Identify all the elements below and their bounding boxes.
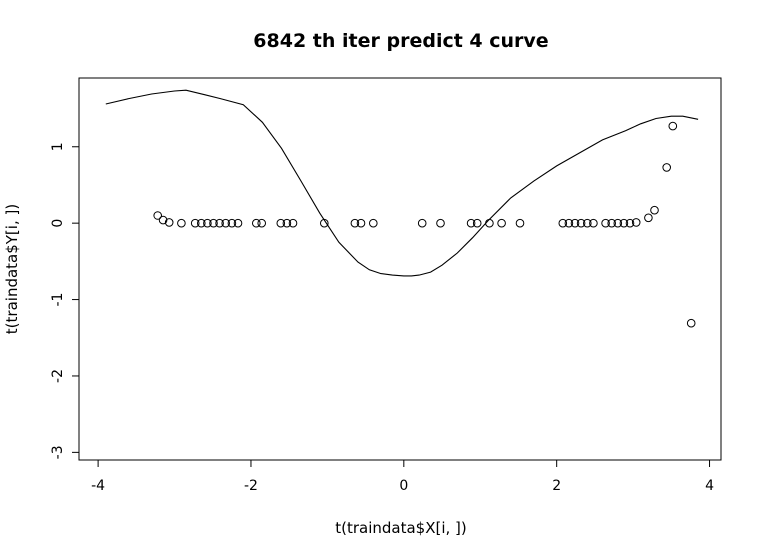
prediction-curve-line: [105, 89, 699, 277]
y-axis-label: t(traindata$Y[i, ]): [3, 204, 21, 334]
data-point: [233, 218, 243, 228]
prediction-curve-series: [105, 89, 699, 277]
data-point: [631, 218, 641, 227]
chart-title: 6842 th iter predict 4 curve: [253, 30, 548, 52]
y-tick-label: -3: [50, 445, 66, 459]
data-point: [570, 218, 580, 228]
x-axis-label: t(traindata$X[i, ]): [335, 519, 467, 537]
data-point: [650, 205, 659, 215]
plot-frame: [78, 77, 722, 461]
data-point: [497, 218, 506, 228]
x-tick-label: -2: [244, 478, 258, 494]
data-point: [558, 218, 568, 228]
data-point: [177, 218, 186, 228]
data-point: [417, 218, 427, 228]
x-axis: -4 -2 0 2 4: [91, 459, 714, 494]
data-point: [564, 218, 574, 228]
data-point: [276, 218, 286, 228]
data-point: [350, 218, 360, 228]
data-point: [607, 218, 617, 228]
data-point: [613, 218, 623, 228]
y-tick-label: -2: [50, 369, 66, 383]
data-point: [369, 218, 378, 228]
data-point: [619, 218, 629, 228]
data-point: [257, 218, 267, 228]
data-point: [164, 218, 174, 227]
data-point: [203, 218, 212, 228]
data-point: [209, 218, 218, 228]
data-point: [472, 218, 482, 228]
y-axis: -3 -2 -1 0 1: [50, 142, 80, 459]
data-point: [190, 218, 200, 228]
data-point: [515, 218, 525, 228]
data-point: [356, 218, 366, 228]
data-point: [215, 218, 224, 228]
x-tick-label: 0: [399, 478, 408, 494]
data-point: [153, 211, 162, 220]
data-point: [251, 218, 261, 228]
y-tick-label: 1: [50, 142, 66, 151]
data-point: [644, 213, 653, 223]
data-point: [485, 218, 494, 228]
data-point: [221, 218, 230, 228]
x-tick-label: 2: [552, 478, 561, 494]
data-point: [576, 218, 586, 228]
data-point: [227, 218, 237, 228]
training-points-series: [153, 121, 696, 328]
y-tick-label: 0: [50, 219, 66, 228]
data-point: [158, 215, 168, 225]
data-point: [197, 218, 206, 228]
data-point: [662, 163, 672, 172]
data-point: [320, 218, 329, 228]
data-point: [668, 121, 678, 131]
data-point: [589, 218, 598, 228]
y-tick-label: -1: [50, 293, 66, 307]
data-point: [466, 218, 476, 228]
data-point: [436, 218, 445, 228]
data-point: [686, 318, 696, 328]
data-point: [282, 218, 292, 228]
x-tick-label: 4: [705, 478, 714, 494]
data-point: [288, 218, 298, 228]
data-point: [625, 218, 635, 228]
data-point: [583, 218, 592, 228]
data-point: [601, 218, 610, 228]
x-tick-label: -4: [91, 478, 105, 494]
